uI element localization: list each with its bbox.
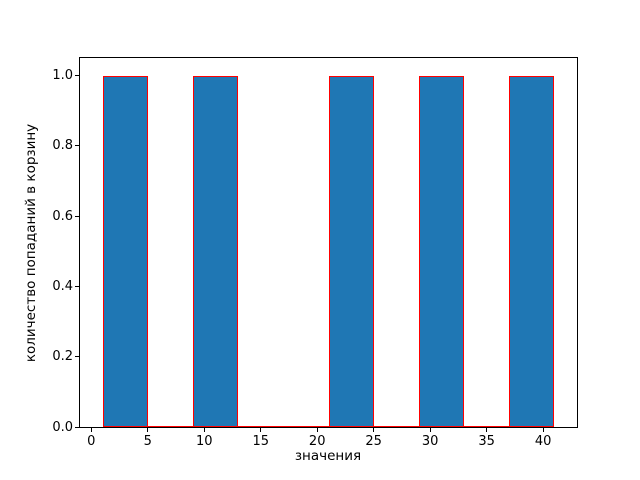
- y-tick-mark: [75, 426, 79, 428]
- x-tick-label: 30: [421, 434, 439, 449]
- y-axis-label: количество попаданий в корзину: [23, 123, 39, 363]
- histogram-bar: [328, 75, 374, 427]
- histogram-bar: [192, 75, 239, 427]
- x-tick-label: 35: [478, 434, 495, 449]
- y-tick-label: 1.0: [52, 68, 73, 84]
- x-tick-mark: [542, 428, 544, 432]
- x-tick-mark: [90, 428, 92, 432]
- x-axis-label: значения: [294, 448, 362, 464]
- y-tick-mark: [75, 285, 79, 287]
- x-tick-label: 25: [365, 434, 382, 449]
- x-tick-mark: [429, 428, 431, 432]
- x-tick-mark: [203, 428, 205, 432]
- histogram-baseline: [102, 426, 555, 427]
- plot-area: [79, 57, 578, 428]
- histogram-bar: [509, 75, 555, 427]
- x-tick-label: 0: [87, 434, 96, 449]
- y-tick-label: 0.8: [52, 138, 73, 154]
- x-tick-label: 10: [195, 434, 213, 449]
- y-tick-label: 0.4: [52, 278, 73, 294]
- y-tick-mark: [75, 75, 79, 77]
- histogram-bar: [102, 75, 148, 427]
- x-tick-label: 15: [252, 434, 269, 449]
- x-tick-label: 5: [143, 434, 152, 449]
- x-tick-mark: [486, 428, 488, 432]
- y-tick-mark: [75, 145, 79, 147]
- y-tick-label: 0.0: [52, 419, 73, 435]
- x-tick-mark: [260, 428, 262, 432]
- x-tick-label: 20: [308, 434, 326, 449]
- y-tick-mark: [75, 215, 79, 217]
- y-tick-label: 0.2: [52, 349, 73, 365]
- y-tick-mark: [75, 356, 79, 358]
- x-tick-mark: [316, 428, 318, 432]
- x-tick-label: 40: [534, 434, 552, 449]
- histogram-bar: [418, 75, 465, 427]
- x-tick-mark: [147, 428, 149, 432]
- y-tick-label: 0.6: [52, 208, 73, 224]
- x-tick-mark: [373, 428, 375, 432]
